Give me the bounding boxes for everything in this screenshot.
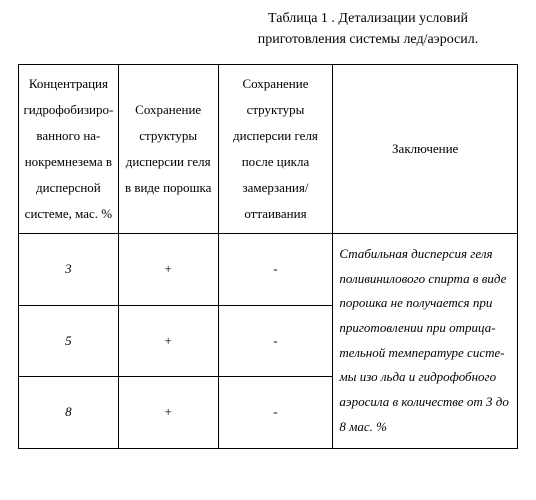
cell-powder: +: [118, 305, 218, 377]
cell-concentration: 8: [19, 377, 119, 449]
header-powder-structure: Сохранение структуры дисперсии геля в ви…: [118, 65, 218, 234]
header-row: Концентра­ция гидро­фобизиро­ванного на­…: [19, 65, 518, 234]
table-caption: Таблица 1 . Детализации условий приготов…: [218, 8, 518, 50]
table-row: 3 + - Стабильная дисперсия геля поливини…: [19, 234, 518, 306]
cell-freeze: -: [218, 234, 333, 306]
conditions-table: Концентра­ция гидро­фобизиро­ванного на­…: [18, 64, 518, 449]
cell-powder: +: [118, 377, 218, 449]
header-conclusion: Заключение: [333, 65, 518, 234]
header-concentration: Концентра­ция гидро­фобизиро­ванного на­…: [19, 65, 119, 234]
caption-line-2: приготовления системы лед/аэросил.: [258, 32, 479, 47]
header-freeze-thaw: Сохранение структуры дисперсии геля посл…: [218, 65, 333, 234]
caption-line-1: Таблица 1 . Детализации условий: [268, 11, 468, 26]
cell-concentration: 5: [19, 305, 119, 377]
cell-conclusion: Стабильная дисперсия геля поливинилового…: [333, 234, 518, 449]
cell-freeze: -: [218, 305, 333, 377]
cell-freeze: -: [218, 377, 333, 449]
cell-powder: +: [118, 234, 218, 306]
cell-concentration: 3: [19, 234, 119, 306]
